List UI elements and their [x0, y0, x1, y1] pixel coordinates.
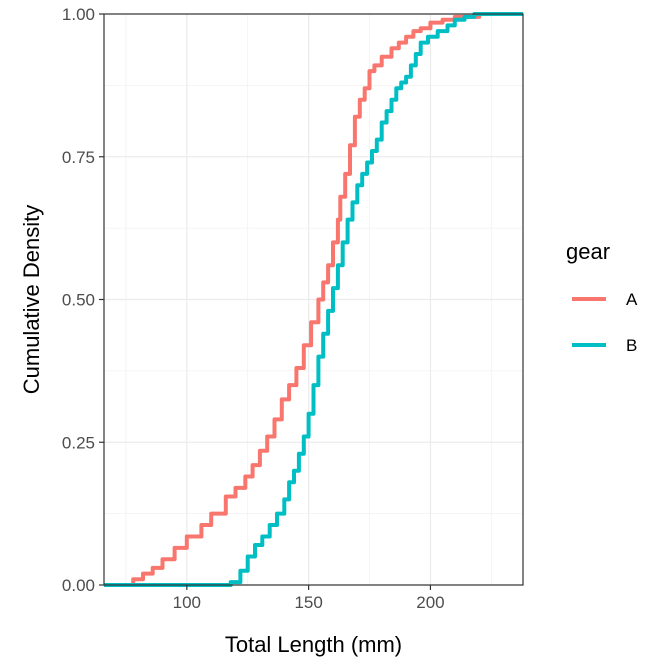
y-tick-label: 0.75	[62, 148, 95, 167]
x-tick-label: 200	[416, 593, 444, 612]
x-axis-title: Total Length (mm)	[225, 632, 402, 657]
legend: gear A B	[566, 239, 638, 355]
series-line-a	[104, 12, 523, 587]
series-lines	[104, 12, 523, 587]
legend-label-a: A	[626, 290, 638, 309]
y-axis-title: Cumulative Density	[19, 205, 44, 395]
series-line-b	[104, 12, 523, 587]
y-tick-label: 0.50	[62, 291, 95, 310]
axis-ticks: 100 150 200 0.00 0.25 0.50 0.75 1.00	[62, 5, 445, 612]
x-tick-label: 150	[294, 593, 322, 612]
legend-label-b: B	[626, 336, 637, 355]
y-tick-label: 0.00	[62, 576, 95, 595]
y-tick-label: 0.25	[62, 433, 95, 452]
legend-title: gear	[566, 239, 610, 264]
y-tick-label: 1.00	[62, 5, 95, 24]
x-tick-label: 100	[173, 593, 201, 612]
